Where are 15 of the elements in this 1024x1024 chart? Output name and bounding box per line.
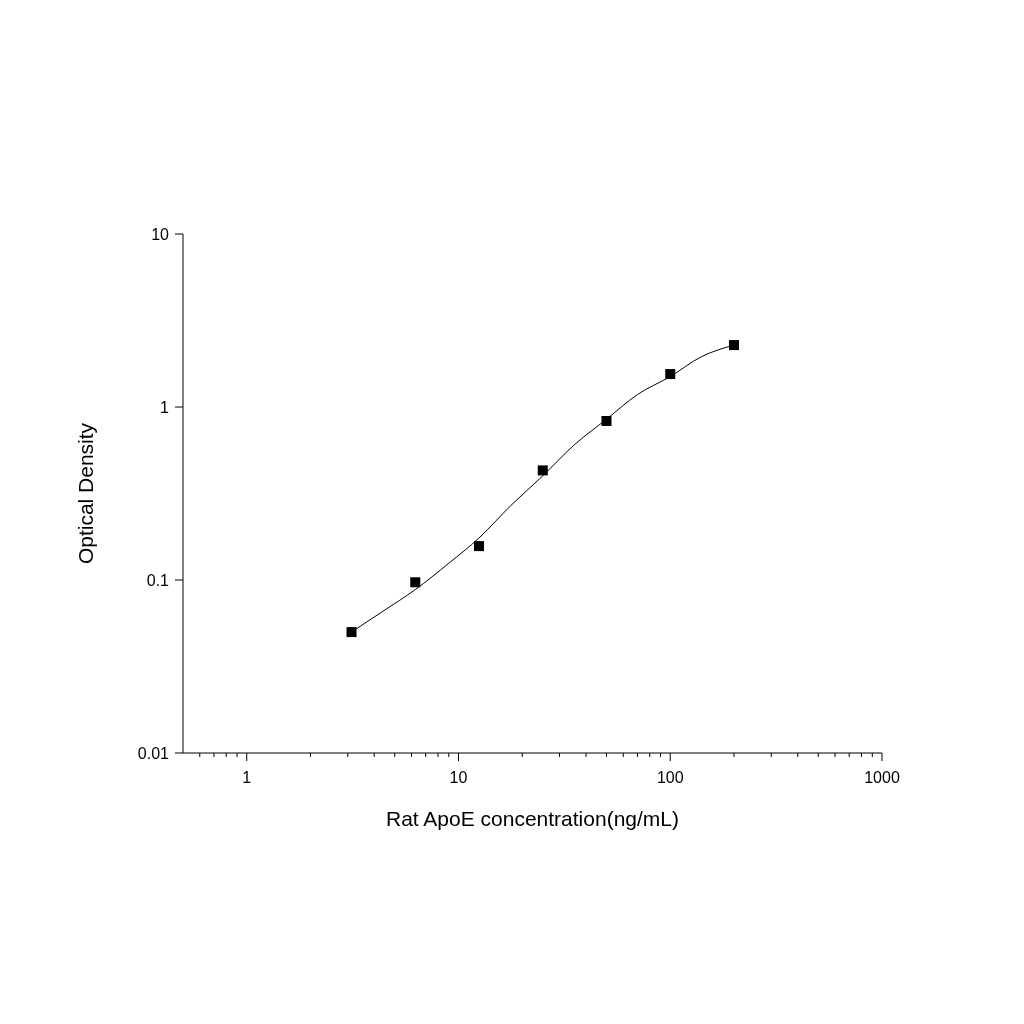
y-tick-label: 10 xyxy=(151,226,170,243)
x-tick-label: 10 xyxy=(449,769,468,786)
x-tick-label: 100 xyxy=(656,769,684,786)
x-axis-title: Rat ApoE concentration(ng/mL) xyxy=(386,807,679,830)
point xyxy=(537,465,548,476)
point xyxy=(346,627,357,638)
y-axis-title: Optical Density xyxy=(74,422,97,565)
point xyxy=(474,541,485,552)
point xyxy=(728,340,739,351)
x-tick-label: 1000 xyxy=(864,769,900,786)
point xyxy=(410,577,421,588)
y-tick-label: 0.1 xyxy=(146,572,170,589)
y-tick-label: 1 xyxy=(160,399,170,416)
y-tick-label: 0.01 xyxy=(137,745,170,762)
x-tick-label: 1 xyxy=(242,769,252,786)
